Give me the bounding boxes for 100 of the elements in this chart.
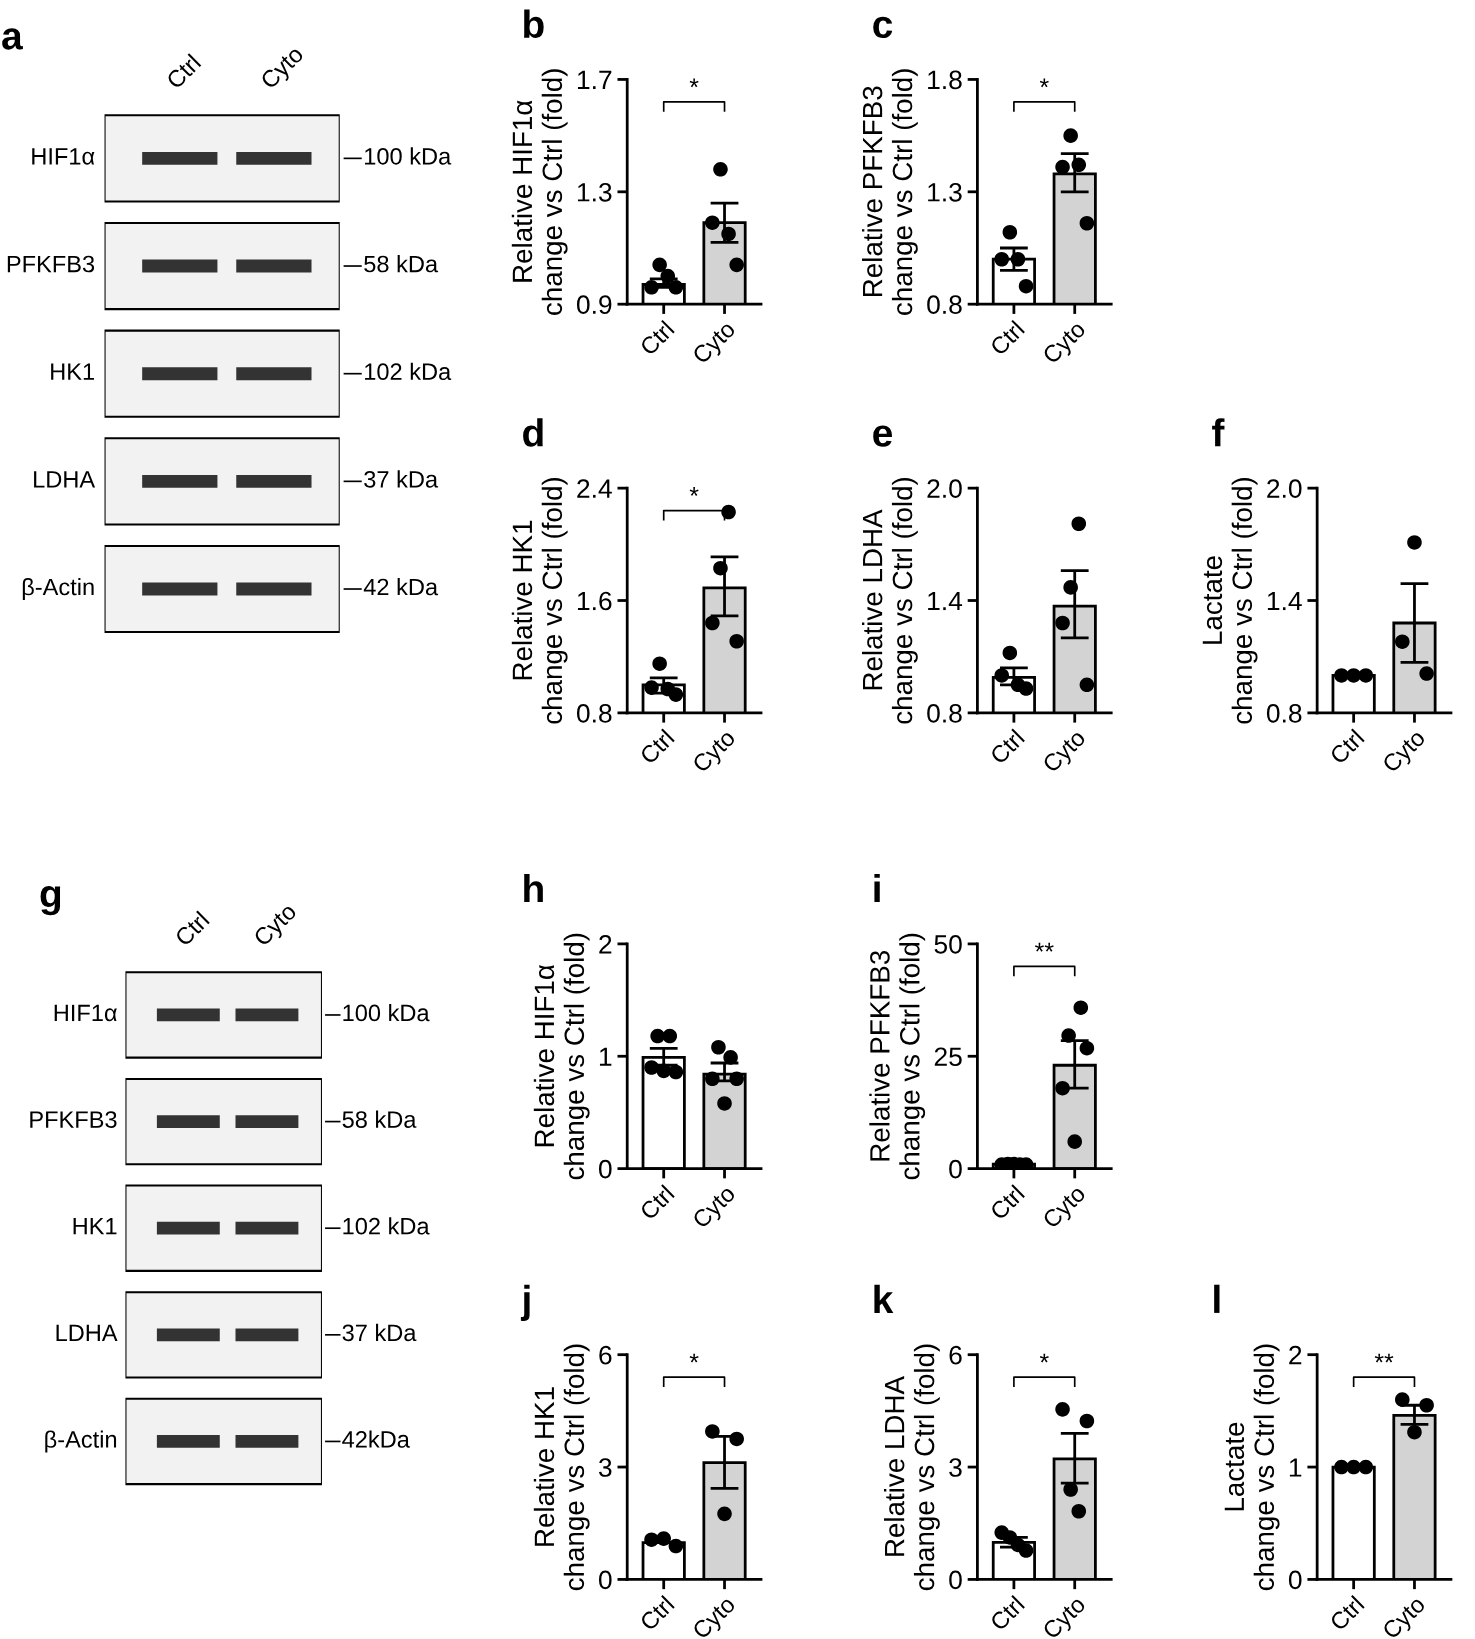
y-tick-label: 1.4 — [1267, 591, 1302, 611]
x-tick-label: Cyto — [691, 728, 740, 777]
category-label: HK1 — [73, 1218, 117, 1235]
y-tick-label: 0 — [949, 1570, 962, 1590]
category-label: 37 kDa — [342, 1323, 417, 1342]
text: a — [2, 28, 23, 50]
y-tick-label: 2.4 — [577, 479, 612, 498]
y-tick-label: 1.6 — [577, 591, 612, 611]
y-axis-title: Relative HK1 change vs Ctrl (fold) — [511, 477, 568, 724]
annotation: ** — [1034, 942, 1054, 952]
category-label: HIF1α — [54, 1004, 117, 1022]
x-tick-label: Cyto — [1381, 728, 1430, 777]
y-tick-label: 0.8 — [927, 295, 962, 314]
y-tick-label: 3 — [598, 1458, 612, 1477]
y-tick-label: 6 — [949, 1345, 962, 1365]
x-tick-label: Ctrl — [638, 1595, 675, 1632]
y-tick-label: 1.8 — [928, 70, 962, 90]
category-label: HIF1α — [32, 148, 95, 165]
y-tick-label: 3 — [949, 1458, 962, 1477]
x-tick-label: Ctrl — [638, 1184, 675, 1221]
category-label: β-Actin — [45, 1430, 117, 1453]
x-tick-label: Cyto — [691, 1184, 740, 1233]
y-tick-label: 1.7 — [577, 70, 612, 89]
chart-title: e — [873, 425, 892, 447]
y-tick-label: 50 — [934, 935, 962, 954]
y-tick-label: 0.8 — [576, 704, 612, 723]
y-tick-label: 0 — [598, 1570, 612, 1590]
y-tick-label: 2 — [599, 935, 612, 954]
annotation: * — [689, 78, 699, 88]
category-label: 37 kDa — [364, 470, 439, 488]
y-axis-title: Relative LDHA change vs Ctrl (fold) — [884, 1344, 940, 1591]
text: g — [40, 886, 61, 916]
chart-title: k — [874, 1284, 894, 1313]
y-tick-label: 0 — [598, 1159, 612, 1179]
category-label: HK1 — [51, 363, 94, 380]
y-tick-label: 0 — [1288, 1570, 1302, 1590]
category-label: Cyto — [259, 45, 308, 93]
annotation: * — [1039, 78, 1049, 88]
y-axis-title: Relative LDHA change vs Ctrl (fold) — [862, 477, 918, 724]
x-tick-label: Ctrl — [638, 728, 675, 765]
category-label: 58 kDa — [342, 1110, 417, 1128]
chart-title: j — [520, 1284, 530, 1321]
chart-title: l — [1214, 1284, 1220, 1313]
y-axis-title: Relative HIF1α change vs Ctrl (fold) — [533, 933, 590, 1180]
x-tick-label: Cyto — [1381, 1595, 1430, 1639]
y-tick-label: 25 — [934, 1047, 962, 1067]
annotation: * — [1039, 1353, 1049, 1363]
y-tick-label: 1.3 — [928, 182, 962, 202]
category-label: PFKFB3 — [30, 1111, 117, 1128]
category-label: Cyto — [252, 902, 301, 951]
category-label: β-Actin — [22, 578, 94, 601]
y-tick-label: 2.0 — [1267, 479, 1302, 498]
annotation: * — [689, 487, 699, 496]
category-label: Ctrl — [173, 910, 210, 947]
chart-title: c — [873, 16, 893, 39]
y-axis-title: Lactate change vs Ctrl (fold) — [1202, 477, 1258, 724]
y-tick-label: 1 — [599, 1047, 612, 1066]
annotation: ** — [1374, 1353, 1394, 1363]
x-tick-label: Cyto — [1041, 1595, 1090, 1639]
x-tick-label: Ctrl — [638, 319, 675, 357]
chart-title: b — [524, 9, 544, 39]
x-tick-label: Ctrl — [988, 1595, 1026, 1632]
y-tick-label: 0.8 — [1266, 704, 1302, 723]
x-tick-label: Cyto — [1041, 1184, 1090, 1233]
category-label: 100 kDa — [343, 1003, 430, 1022]
category-label: 42 kDa — [363, 578, 439, 596]
category-label: LDHA — [56, 1324, 118, 1341]
category-label: Ctrl — [165, 53, 202, 90]
y-axis-title: Relative PFKFB3 change vs Ctrl (fold) — [869, 933, 926, 1180]
y-tick-label: 0.8 — [927, 704, 962, 723]
chart-title: i — [874, 873, 880, 903]
category-label: 102 kDa — [365, 362, 452, 381]
category-label: 42kDa — [342, 1430, 410, 1448]
chart-title: f — [1212, 418, 1225, 447]
y-tick-label: 0 — [949, 1159, 962, 1179]
x-tick-label: Ctrl — [988, 728, 1026, 765]
category-label: PFKFB3 — [7, 255, 95, 273]
x-tick-label: Cyto — [691, 319, 740, 368]
y-axis-title: Lactate change vs Ctrl (fold) — [1224, 1344, 1280, 1591]
category-label: 58 kDa — [364, 255, 439, 273]
category-label: LDHA — [34, 471, 96, 488]
y-axis-title: Relative HIF1α change vs Ctrl (fold) — [511, 69, 568, 315]
x-tick-label: Cyto — [691, 1595, 740, 1639]
x-tick-label: Cyto — [1041, 319, 1090, 368]
x-tick-label: Ctrl — [988, 319, 1026, 357]
category-label: 102 kDa — [343, 1217, 430, 1235]
y-tick-label: 2.0 — [927, 479, 962, 498]
x-tick-label: Ctrl — [1328, 1595, 1365, 1632]
category-label: 100 kDa — [365, 147, 452, 165]
y-tick-label: 0.9 — [576, 295, 612, 314]
annotation: * — [689, 1353, 699, 1363]
y-axis-title: Relative HK1 change vs Ctrl (fold) — [533, 1344, 590, 1591]
y-tick-label: 1.3 — [577, 182, 612, 202]
y-axis-title: Relative PFKFB3 change vs Ctrl (fold) — [862, 69, 918, 315]
chart-title: d — [523, 418, 543, 447]
x-tick-label: Cyto — [1041, 728, 1090, 777]
x-tick-label: Ctrl — [988, 1184, 1026, 1221]
y-tick-label: 2 — [1289, 1345, 1302, 1365]
x-tick-label: Ctrl — [1328, 728, 1365, 765]
y-tick-label: 1.4 — [928, 591, 963, 611]
